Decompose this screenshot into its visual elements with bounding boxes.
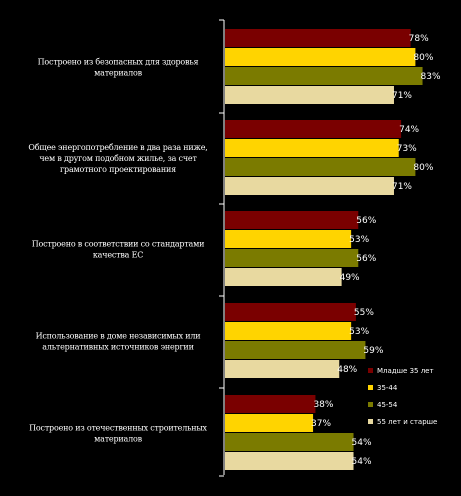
category-label: Использование в доме независимых или альт… <box>36 332 201 352</box>
category-label-line: Построено в соответствии со стандартами <box>32 240 205 249</box>
legend-swatch <box>368 385 373 390</box>
data-label: 54% <box>352 438 372 448</box>
legend-swatch <box>368 402 373 407</box>
bar <box>225 48 416 66</box>
legend-label: 45-54 <box>377 401 398 409</box>
category-label-line: альтернативных источников энергии <box>42 343 193 352</box>
category-label-line: Использование в доме независимых или <box>36 332 201 341</box>
legend-label: 55 лет и старше <box>377 418 437 426</box>
bar <box>225 341 366 359</box>
bar <box>225 433 354 451</box>
category-labels: Построено из безопасных для здоровья мате… <box>28 58 207 444</box>
category-label-line: Общее энергопотребление в два раза ниже, <box>28 143 207 152</box>
bar <box>225 414 314 432</box>
category-label-line: Построено из безопасных для здоровья <box>38 58 199 67</box>
data-label: 37% <box>311 419 331 429</box>
bar <box>225 86 394 104</box>
category-label-line: Построено из отечественных строительных <box>29 424 207 433</box>
bar <box>225 249 359 267</box>
data-label: 56% <box>356 216 376 226</box>
data-label: 38% <box>313 400 333 410</box>
data-label: 71% <box>392 182 412 192</box>
bar <box>225 322 352 340</box>
bar <box>225 211 359 229</box>
category-label-line: грамотного проектирования <box>60 165 176 174</box>
category-label: Построено из безопасных для здоровья мате… <box>38 58 199 78</box>
data-label: 73% <box>397 144 417 154</box>
bar <box>225 177 394 195</box>
bar <box>225 158 416 176</box>
category-label: Общее энергопотребление в два раза ниже,… <box>28 143 207 174</box>
bar <box>225 360 340 378</box>
category-label: Построено из отечественных строительных м… <box>29 424 207 444</box>
bar <box>225 67 423 85</box>
data-label: 49% <box>340 273 360 283</box>
data-label: 80% <box>413 163 433 173</box>
bars <box>225 29 423 470</box>
bar <box>225 29 411 47</box>
data-label: 74% <box>399 125 419 135</box>
category-label: Построено в соответствии со стандартами к… <box>32 240 205 260</box>
data-label: 53% <box>349 235 369 245</box>
data-label: 83% <box>421 72 441 82</box>
bar <box>225 230 352 248</box>
category-label-line: чем в другом подобном жилье, за счет <box>39 154 197 163</box>
data-label: 55% <box>354 308 374 318</box>
category-label-line: качества ЕС <box>93 251 143 260</box>
category-label-line: материалов <box>94 435 142 444</box>
bar <box>225 268 342 286</box>
value-labels: 78%80%83%71%74%73%80%71%56%53%56%49%55%5… <box>311 34 441 467</box>
data-label: 53% <box>349 327 369 337</box>
data-label: 59% <box>363 346 383 356</box>
legend-label: 35-44 <box>377 384 398 392</box>
data-label: 56% <box>356 254 376 264</box>
legend: Младше 35 лет 35-44 45-54 55 лет и старше <box>368 367 437 426</box>
data-label: 48% <box>337 365 357 375</box>
data-label: 54% <box>352 457 372 467</box>
data-label: 71% <box>392 91 412 101</box>
bar <box>225 452 354 470</box>
category-label-line: материалов <box>94 69 142 78</box>
bar <box>225 395 316 413</box>
legend-swatch <box>368 419 373 424</box>
bar <box>225 139 399 157</box>
data-label: 78% <box>409 34 429 44</box>
axis-ticks <box>219 19 224 477</box>
bar <box>225 303 356 321</box>
bar <box>225 120 402 138</box>
legend-swatch <box>368 368 373 373</box>
data-label: 80% <box>413 53 433 63</box>
legend-label: Младше 35 лет <box>377 367 434 375</box>
